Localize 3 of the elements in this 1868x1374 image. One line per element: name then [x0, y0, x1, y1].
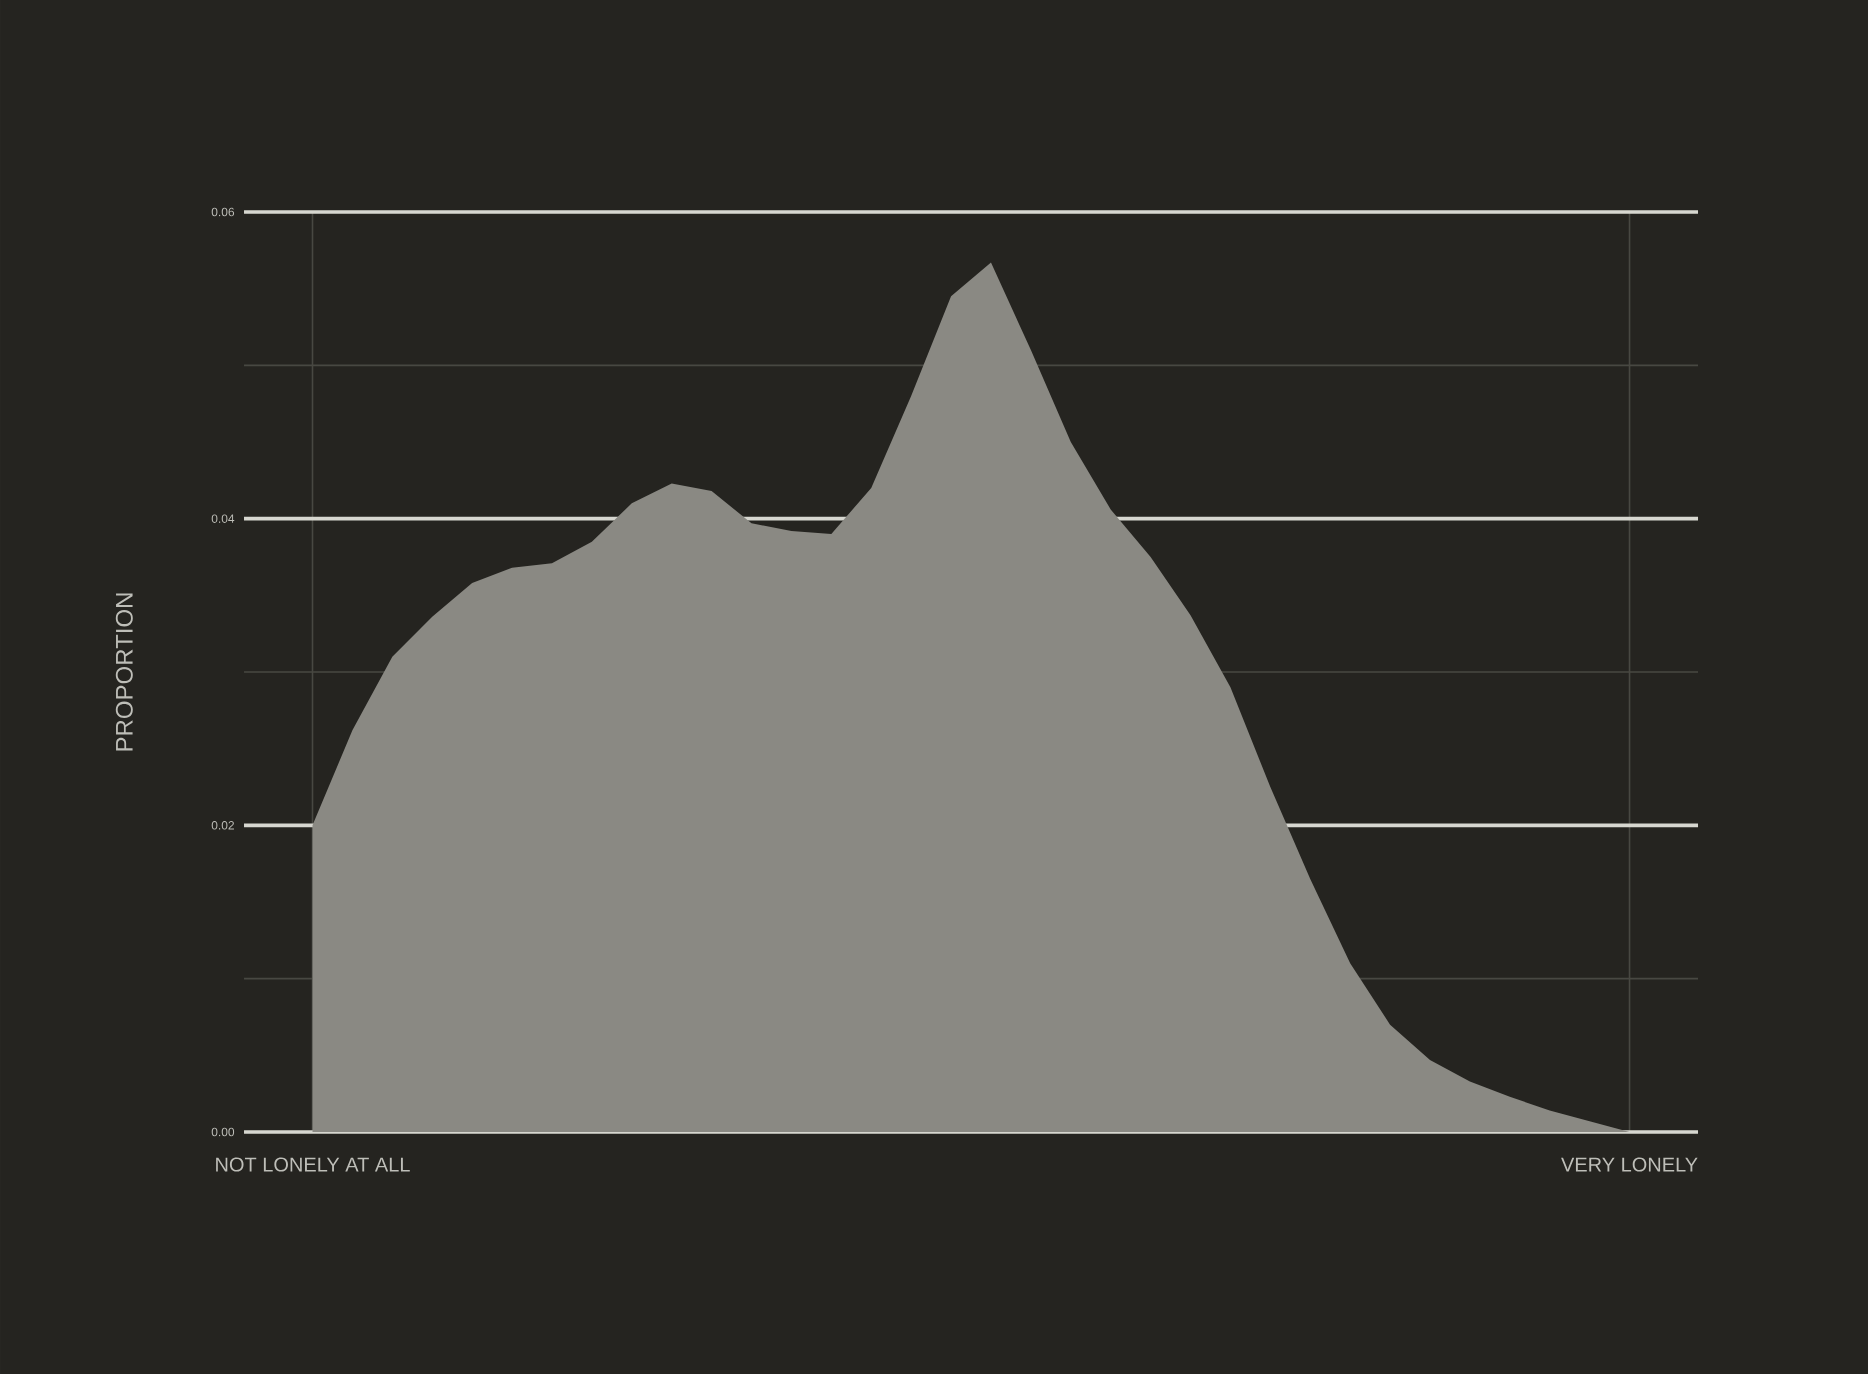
y-axis-title: PROPORTION: [115, 593, 133, 751]
x-tick-label: VERY LONELY: [1561, 1157, 1698, 1172]
x-tick-label: NOT LONELY AT ALL: [216, 1157, 410, 1172]
